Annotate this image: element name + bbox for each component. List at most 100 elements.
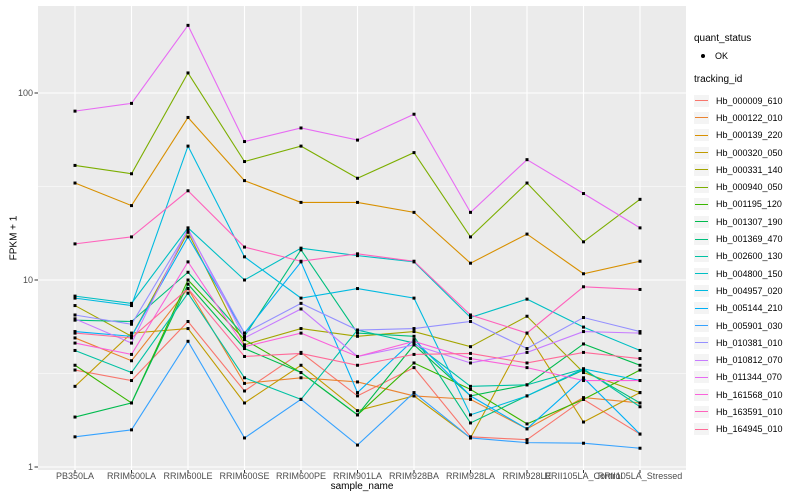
data-point (525, 441, 529, 445)
data-point (638, 368, 642, 372)
data-point (356, 380, 359, 384)
legend-key (694, 302, 709, 315)
data-point (73, 435, 77, 439)
data-point (73, 336, 77, 340)
data-point (130, 204, 133, 208)
legend-line-icon (695, 134, 708, 136)
data-point (130, 301, 133, 305)
data-point (356, 176, 359, 180)
data-point (73, 294, 77, 298)
legend-key (694, 423, 709, 436)
legend-entry: Hb_001369_470 (694, 230, 783, 247)
x-tick-label: RRIM928LE (502, 471, 551, 481)
legend-line-icon (695, 307, 708, 309)
data-point (582, 350, 585, 354)
data-point (73, 348, 77, 352)
data-point (186, 319, 190, 323)
data-point (186, 270, 190, 274)
legend-entry: Hb_010381_010 (694, 334, 783, 351)
data-point (638, 259, 642, 263)
legend-key (694, 284, 709, 297)
legend-entry-label: Hb_002600_130 (716, 251, 783, 262)
data-point (525, 438, 529, 442)
legend-key (694, 163, 709, 176)
data-point (130, 319, 133, 323)
data-point (186, 282, 190, 286)
data-point (469, 351, 472, 355)
data-point (525, 427, 529, 431)
legend-entry: Hb_001195_120 (694, 196, 783, 213)
data-point (582, 285, 585, 289)
legend-line-icon (695, 221, 708, 223)
data-point (582, 330, 585, 334)
data-point (412, 259, 416, 263)
legend-entry-label: Hb_010381_010 (716, 337, 783, 348)
data-point (412, 339, 416, 343)
legend-key (694, 336, 709, 349)
x-tick-label: RRII105LA_Control (544, 471, 622, 481)
data-point (130, 352, 133, 356)
data-point (299, 363, 303, 367)
data-point (186, 260, 190, 264)
data-point (356, 328, 359, 332)
legend-line-icon (695, 273, 708, 275)
legend-key (694, 233, 709, 246)
x-tick-label: RRIM600PE (276, 471, 326, 481)
data-point (525, 297, 529, 301)
data-point (469, 261, 472, 265)
data-point (356, 200, 359, 204)
data-point (73, 296, 77, 300)
data-point (130, 334, 133, 338)
data-point (582, 367, 585, 371)
legend-entry-label: Hb_011344_070 (716, 372, 782, 383)
legend-key (694, 146, 709, 159)
data-point (73, 313, 77, 317)
legend-entry: Hb_005144_210 (694, 300, 783, 317)
data-point (412, 334, 416, 338)
legend-key (694, 267, 709, 280)
legend-entry-label: Hb_000122_010 (716, 112, 783, 123)
x-tick-label: RRIM928BA (389, 471, 439, 481)
data-point (469, 413, 472, 417)
data-point (469, 313, 472, 317)
data-point (186, 230, 190, 234)
legend-key (694, 405, 709, 418)
data-point (412, 296, 416, 300)
legend-entry-label: Hb_004957_020 (716, 285, 783, 296)
data-point (243, 336, 246, 340)
legend-line-icon (695, 117, 708, 119)
data-point (525, 366, 529, 370)
data-point (299, 327, 303, 331)
data-point (412, 361, 416, 365)
data-point (243, 436, 246, 440)
data-point (469, 436, 472, 440)
data-point (73, 304, 77, 308)
legend-entries: Hb_000009_610 Hb_000122_010 Hb_000139_220 H… (694, 92, 783, 438)
data-point (243, 245, 246, 249)
x-axis-title: sample_name (330, 481, 394, 492)
data-point (525, 347, 529, 351)
x-tick-label: RRIM600LA (107, 471, 156, 481)
data-point (299, 144, 303, 148)
data-point (638, 405, 642, 409)
data-point (243, 376, 246, 380)
data-point (469, 210, 472, 214)
data-point (356, 287, 359, 291)
data-point (582, 316, 585, 320)
data-point (243, 179, 246, 183)
data-point (356, 443, 359, 447)
x-tick-label: PB350LA (56, 471, 94, 481)
legend-entry: Hb_161568_010 (694, 386, 783, 403)
data-point (469, 384, 472, 388)
data-point (412, 210, 416, 214)
legend-entry-label: Hb_000139_220 (716, 130, 783, 141)
legend-line-icon (695, 255, 708, 257)
legend-entry-label: Hb_163591_010 (716, 406, 783, 417)
x-tick-label: RRII105LA_Stressed (598, 471, 683, 481)
legend-entry: Hb_000331_140 (694, 161, 783, 178)
data-point (412, 330, 416, 334)
data-point (186, 291, 190, 295)
data-point (243, 160, 246, 164)
